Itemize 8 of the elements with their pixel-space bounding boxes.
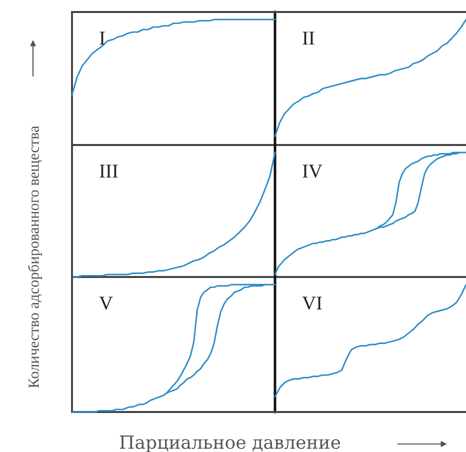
- chart-title: I: [100, 32, 105, 44]
- chart-title: IV: [302, 164, 322, 178]
- y-axis-title: Количество адсорбированного вещества: [28, 126, 42, 388]
- x-axis-title: Парциальное давление: [120, 436, 340, 452]
- chart-title: V: [99, 296, 113, 310]
- chart-title: II: [302, 32, 314, 44]
- chart-title: VI: [302, 296, 322, 310]
- chart-title: III: [100, 164, 118, 178]
